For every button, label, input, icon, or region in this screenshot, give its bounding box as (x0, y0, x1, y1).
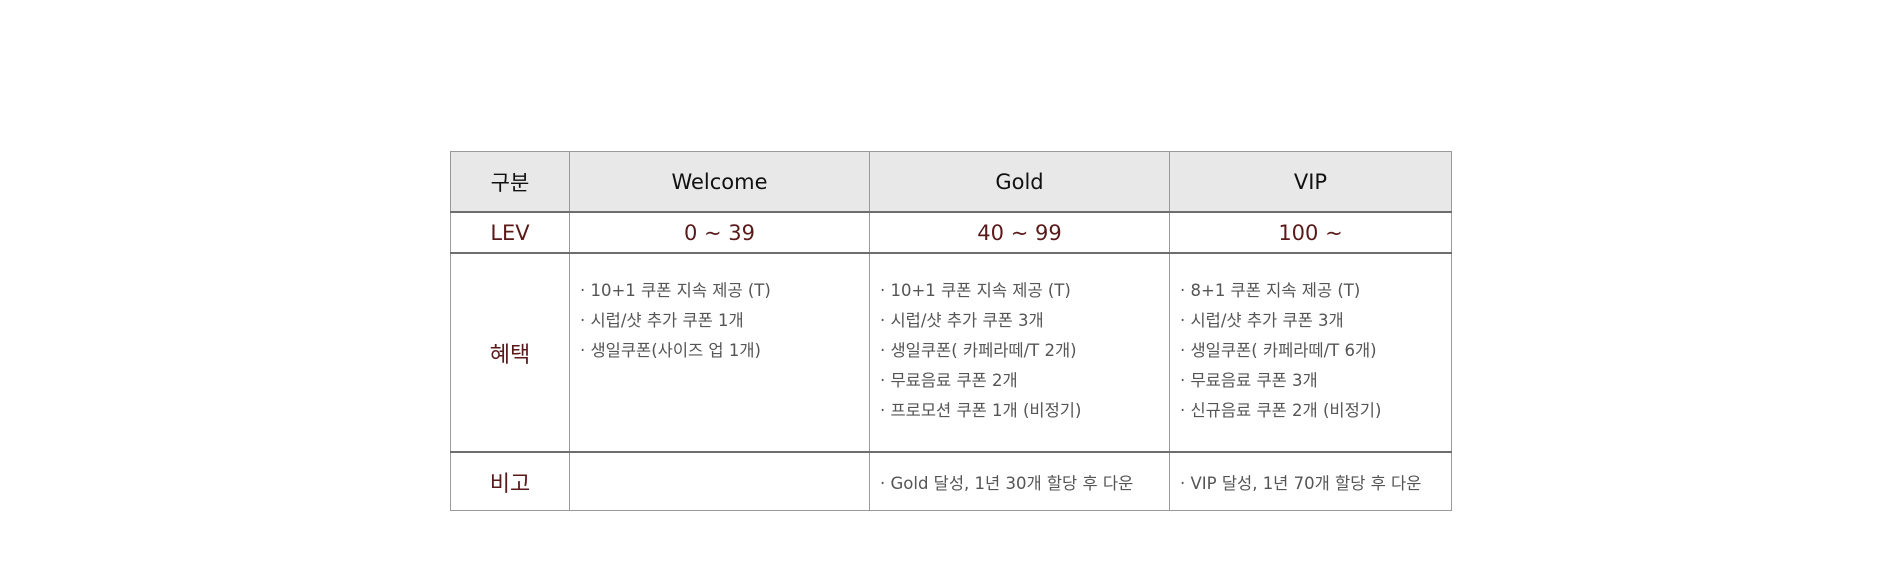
header-category: 구분 (450, 151, 570, 213)
note-row: 비고 · Gold 달성, 1년 30개 할당 후 다운 · VIP 달성, 1… (450, 451, 1452, 511)
benefits-welcome-cell: · 10+1 쿠폰 지속 제공 (T) · 시럽/샷 추가 쿠폰 1개 · 생일… (569, 252, 870, 453)
header-welcome: Welcome (569, 151, 870, 213)
benefits-vip-cell: · 8+1 쿠폰 지속 제공 (T) · 시럽/샷 추가 쿠폰 3개 · 생일쿠… (1169, 252, 1452, 453)
list-item: · 생일쿠폰( 카페라떼/T 2개) (880, 341, 1077, 360)
list-item: · 시럽/샷 추가 쿠폰 3개 (1180, 311, 1344, 330)
level-welcome: 0 ~ 39 (569, 211, 870, 254)
list-item: · 8+1 쿠폰 지속 제공 (T) (1180, 281, 1361, 300)
list-item: · 프로모션 쿠폰 1개 (비정기) (880, 401, 1082, 420)
note-vip-text: · VIP 달성, 1년 70개 할당 후 다운 (1180, 473, 1422, 493)
benefits-label: 혜택 (450, 252, 570, 453)
benefits-gold-list: · 10+1 쿠폰 지속 제공 (T) · 시럽/샷 추가 쿠폰 3개 · 생일… (870, 254, 1169, 426)
table-header-row: 구분 Welcome Gold VIP (450, 151, 1452, 213)
membership-tier-table: 구분 Welcome Gold VIP LEV 0 ~ 39 40 ~ 99 1… (450, 151, 1452, 511)
list-item: · 생일쿠폰( 카페라떼/T 6개) (1180, 341, 1377, 360)
note-label: 비고 (450, 451, 570, 511)
level-gold: 40 ~ 99 (869, 211, 1170, 254)
note-gold-text: · Gold 달성, 1년 30개 할당 후 다운 (880, 473, 1134, 493)
list-item: · 10+1 쿠폰 지속 제공 (T) (880, 281, 1071, 300)
note-gold: · Gold 달성, 1년 30개 할당 후 다운 (869, 451, 1170, 511)
header-vip: VIP (1169, 151, 1452, 213)
benefits-gold-cell: · 10+1 쿠폰 지속 제공 (T) · 시럽/샷 추가 쿠폰 3개 · 생일… (869, 252, 1170, 453)
benefits-welcome-list: · 10+1 쿠폰 지속 제공 (T) · 시럽/샷 추가 쿠폰 1개 · 생일… (570, 254, 869, 366)
list-item: · 신규음료 쿠폰 2개 (비정기) (1180, 401, 1382, 420)
level-row: LEV 0 ~ 39 40 ~ 99 100 ~ (450, 211, 1452, 254)
list-item: · 시럽/샷 추가 쿠폰 3개 (880, 311, 1044, 330)
level-label: LEV (450, 211, 570, 254)
level-vip: 100 ~ (1169, 211, 1452, 254)
note-vip: · VIP 달성, 1년 70개 할당 후 다운 (1169, 451, 1452, 511)
list-item: · 무료음료 쿠폰 3개 (1180, 371, 1318, 390)
benefits-vip-list: · 8+1 쿠폰 지속 제공 (T) · 시럽/샷 추가 쿠폰 3개 · 생일쿠… (1170, 254, 1451, 426)
list-item: · 생일쿠폰(사이즈 업 1개) (580, 341, 761, 360)
benefits-row: 혜택 · 10+1 쿠폰 지속 제공 (T) · 시럽/샷 추가 쿠폰 1개 ·… (450, 252, 1452, 453)
note-welcome (569, 451, 870, 511)
list-item: · 10+1 쿠폰 지속 제공 (T) (580, 281, 771, 300)
list-item: · 시럽/샷 추가 쿠폰 1개 (580, 311, 744, 330)
header-gold: Gold (869, 151, 1170, 213)
list-item: · 무료음료 쿠폰 2개 (880, 371, 1018, 390)
